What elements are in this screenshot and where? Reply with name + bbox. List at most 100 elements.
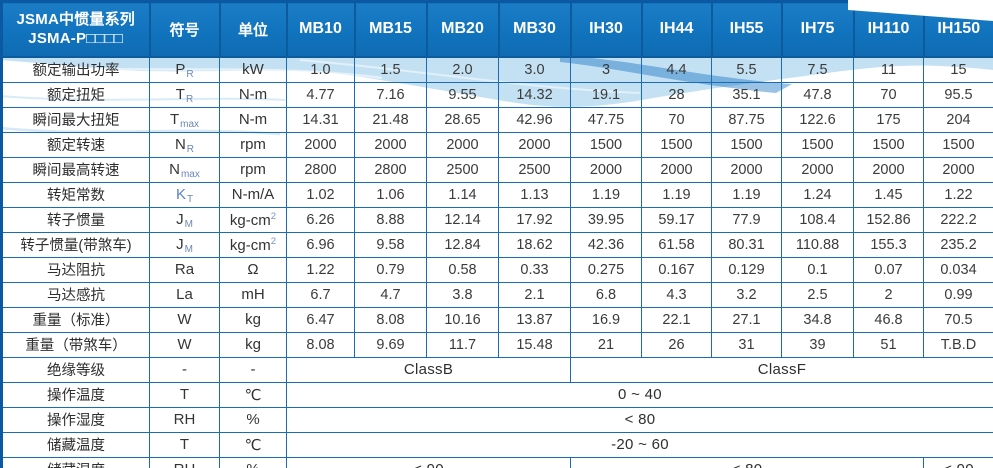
value-cell: 2000 [286,131,355,158]
unit-superscript: 2 [270,235,277,247]
value-cell: 2 [853,281,924,308]
value-cell: 6.7 [286,281,355,308]
value-cell: 2800 [354,156,427,183]
value-cell: 0.79 [354,256,427,283]
value-cell: 1500 [923,131,993,158]
symbol-cell: Tmax [149,106,220,133]
value-cell: 87.75 [711,106,782,133]
value-cell: 77.9 [711,206,782,233]
unit-text: N-m [238,86,268,103]
column-header-mb10: MB10 [285,0,356,58]
column-header-单位: 单位 [218,0,288,58]
symbol-main: Ra [174,261,195,278]
unit-cell: - [219,356,287,383]
value-cell: 6.96 [286,231,355,258]
value-cell: 15 [923,56,993,83]
value-cell: 12.14 [426,206,499,233]
value-cell: 0.99 [923,281,993,308]
unit-cell: N-m [219,81,287,108]
value-cell: 108.4 [781,206,854,233]
unit-superscript: 2 [270,210,277,222]
value-cell: 3.2 [711,281,782,308]
value-cell: 2.0 [426,56,499,83]
value-cell: 1.19 [570,181,642,208]
table-row: 转子惯量 JM kg-cm2 6.26 8.88 12.14 17.92 39.95 59.17… [1,206,993,233]
value-cell: 13.87 [498,306,571,333]
value-cell: 9.58 [354,231,427,258]
table-row: 额定转速 NR rpm 2000 2000 2000 2000 1500 1500 1500 150… [1,131,993,158]
unit-cell: kg [219,306,287,333]
value-cell: 9.55 [426,81,499,108]
value-cell: 7.5 [781,56,854,83]
symbol-main: J [176,236,184,253]
symbol-subscript: T [186,194,194,205]
table-row: 转子惯量(带煞车) JM kg-cm2 6.96 9.58 12.84 18.62 42.36… [1,231,993,258]
value-cell: 2000 [711,156,782,183]
unit-cell: % [219,406,287,433]
value-cell: 0.58 [426,256,499,283]
value-cell: 39 [781,331,854,358]
value-cell: 0.07 [853,256,924,283]
row-label: 马达阻抗 [1,256,150,283]
symbol-cell: JM [149,206,220,233]
column-header-符号: 符号 [148,0,221,58]
unit-cell: rpm [219,131,287,158]
merged-value-cell: < 80 [570,456,924,468]
symbol-cell: NR [149,131,220,158]
value-cell: 2.5 [781,281,854,308]
unit-cell: ℃ [219,431,287,458]
value-cell: 47.75 [570,106,642,133]
unit-text: kW [242,61,264,78]
symbol-cell: W [149,306,220,333]
unit-text: % [246,461,259,468]
value-cell: 1.22 [286,256,355,283]
unit-text: ℃ [244,386,262,404]
symbol-main: - [182,361,187,378]
value-cell: 15.48 [498,331,571,358]
value-cell: 28 [641,81,712,108]
column-header-ih44: IH44 [640,0,713,58]
value-cell: 2000 [853,156,924,183]
value-cell: 204 [923,106,993,133]
symbol-cell: T [149,381,220,408]
value-cell: 8.08 [354,306,427,333]
symbol-cell: Ra [149,256,220,283]
unit-text: kg [245,336,261,353]
symbol-main: W [177,336,192,353]
series-title-line1: JSMA中惯量系列 [16,10,135,28]
row-label: 储藏温度 [1,431,150,458]
merged-value-cell: ClassB [286,356,571,383]
value-cell: 21 [570,331,642,358]
symbol-main: T [179,386,190,403]
symbol-main: W [177,311,192,328]
value-cell: 1.45 [853,181,924,208]
unit-text: rpm [240,161,266,178]
symbol-cell: W [149,331,220,358]
value-cell: 70 [641,106,712,133]
table-row: 转矩常数 KT N-m/A 1.02 1.06 1.14 1.13 1.19 1.19 1.19 1… [1,181,993,208]
unit-text: kg-cm [229,211,271,229]
symbol-main: RH [173,411,196,428]
unit-cell: kW [219,56,287,83]
symbol-main: J [176,211,184,228]
value-cell: 1.06 [354,181,427,208]
value-cell: 2800 [286,156,355,183]
value-cell: 8.88 [354,206,427,233]
value-cell: 11.7 [426,331,499,358]
table-row: 操作湿度 RH% < 80 [1,406,993,433]
table-row: 马达阻抗 Ra Ω 1.22 0.79 0.58 0.33 0.275 0.167 0.129 0.… [1,256,993,283]
symbol-main: La [176,286,193,303]
value-cell: 4.4 [641,56,712,83]
value-cell: 1.0 [286,56,355,83]
symbol-cell: Nmax [149,156,220,183]
symbol-main: RH [174,461,196,468]
value-cell: 46.8 [853,306,924,333]
unit-cell: ℃ [219,381,287,408]
value-cell: 0.1 [781,256,854,283]
value-cell: 1.19 [641,181,712,208]
unit-text: kg [245,311,261,328]
value-cell: T.B.D [923,331,993,358]
value-cell: 235.2 [923,231,993,258]
value-cell: 1.5 [354,56,427,83]
value-cell: 2000 [781,156,854,183]
